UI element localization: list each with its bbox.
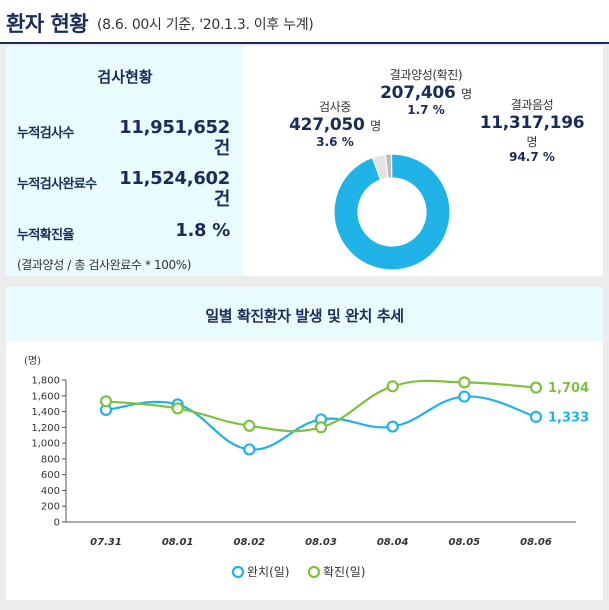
page-subtitle: (8.6. 00시 기준, '20.1.3. 이후 누계) <box>97 17 314 33</box>
header: 환자 현황 (8.6. 00시 기준, '20.1.3. 이후 누계) <box>0 0 609 44</box>
y-tick-label: 1,000 <box>31 439 60 450</box>
x-tick-label: 08.02 <box>234 537 266 548</box>
data-point <box>314 421 328 434</box>
cumulative-tests-label: 누적검사수 <box>17 126 74 141</box>
data-point <box>99 395 113 408</box>
legend-item-1: 확진(일) <box>307 565 365 579</box>
data-point <box>529 410 543 423</box>
y-axis-unit-label: (명) <box>24 355 41 367</box>
y-tick-label: 600 <box>41 470 60 481</box>
y-tick-label: 1,400 <box>31 407 60 418</box>
trend-chart-panel: 일별 확진환자 발생 및 완치 추세 (명) 0 200 400 600 800 1,000… <box>6 287 603 600</box>
y-tick-label: 800 <box>41 454 60 465</box>
negative-unit: 명 <box>526 135 538 149</box>
testing-label: 검사중 <box>319 100 351 114</box>
data-point <box>243 443 256 456</box>
legend-item-0: 완치(일) <box>231 565 289 579</box>
series-end-label: 1,704 <box>548 381 589 396</box>
y-tick-label: 1,200 <box>31 423 60 434</box>
cumulative-completed-label: 누적검사완료수 <box>17 177 97 192</box>
x-tick-label: 08.05 <box>449 537 481 548</box>
y-tick-label: 1,600 <box>31 391 60 402</box>
positive-rate-value: 1.8 % <box>175 220 230 241</box>
trend-chart-title: 일별 확진환자 발생 및 완치 추세 <box>205 307 404 325</box>
test-status-panel: 검사현황 누적검사수 11,951,652 건 누적검사완료수 11,524,6… <box>6 46 244 276</box>
negative-label-group: 결과음성 11,317,196 명 94.7 % <box>462 96 602 164</box>
series-end-label: 1,333 <box>548 410 589 425</box>
donut-slice-negative <box>333 153 451 271</box>
donut-slice-positive <box>384 153 393 179</box>
data-point <box>243 419 256 432</box>
x-tick-label: 08.01 <box>162 537 194 548</box>
testing-pct: 3.6 % <box>316 135 354 149</box>
legend-marker <box>231 565 245 579</box>
y-tick-label: 200 <box>41 502 60 513</box>
cumulative-tests-value: 11,951,652 건 <box>119 117 230 159</box>
positive-label: 결과양성(확진) <box>389 68 463 82</box>
negative-pct: 94.7 % <box>509 150 555 164</box>
legend-marker <box>307 565 321 579</box>
data-point <box>458 390 471 403</box>
page-title: 환자 현황 <box>6 12 89 36</box>
y-tick-label: 0 <box>54 518 60 529</box>
legend-label: 완치(일) <box>247 565 289 579</box>
y-tick-label: 400 <box>41 486 60 497</box>
testing-value: 427,050 <box>289 115 365 135</box>
donut-slices <box>333 153 451 271</box>
positive-unit: 명 <box>461 87 472 101</box>
testing-unit: 명 <box>370 119 381 133</box>
positive-label-group: 결과양성(확진) 207,406 명 1.7 % <box>366 66 486 117</box>
cumulative-completed-value: 11,524,602 건 <box>119 168 230 210</box>
x-tick-label: 08.06 <box>520 537 552 548</box>
negative-value: 11,317,196 <box>479 113 585 133</box>
data-point <box>529 381 543 394</box>
trend-chart-header: 일별 확진환자 발생 및 완치 추세 <box>6 287 603 342</box>
positive-rate-label: 누적확진율 <box>17 228 74 243</box>
data-point <box>458 376 471 389</box>
x-tick-label: 07.31 <box>90 537 122 548</box>
positive-rate-formula: (결과양성 / 총 검사완료수 * 100%) <box>17 258 191 272</box>
donut-chart <box>333 153 451 271</box>
result-donut-panel: 결과양성(확진) 207,406 명 1.7 % 검사중 427,050 명 3… <box>244 46 603 276</box>
data-point <box>386 420 399 433</box>
y-tick-label: 1,800 <box>31 376 60 387</box>
testing-label-group: 검사중 427,050 명 3.6 % <box>280 98 390 149</box>
legend-label: 확진(일) <box>323 565 365 579</box>
data-point <box>171 402 184 415</box>
x-tick-label: 08.04 <box>377 537 409 548</box>
negative-label: 결과음성 <box>510 98 554 112</box>
trend-line-chart: (명) 0 200 400 600 800 1,000 1,200 1,400 1,600 1,80… <box>24 355 589 579</box>
positive-value: 207,406 <box>380 83 456 103</box>
x-tick-label: 08.03 <box>305 537 337 548</box>
test-status-title: 검사현황 <box>97 68 153 86</box>
positive-pct: 1.7 % <box>407 103 445 117</box>
data-point <box>386 380 399 393</box>
